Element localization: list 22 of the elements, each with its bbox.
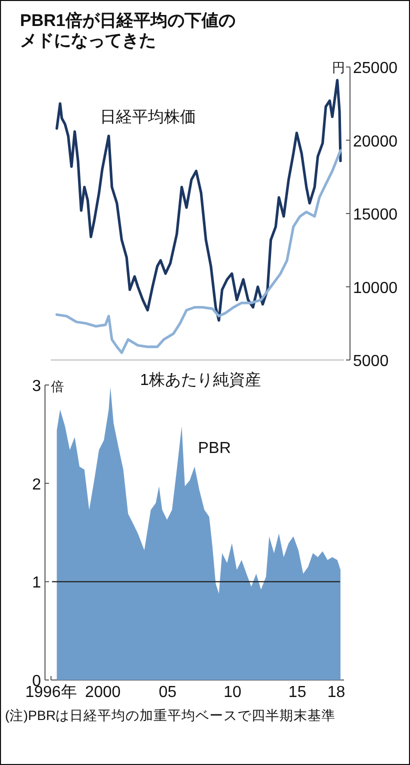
y-tick-label: 5000	[353, 353, 389, 370]
y-tick-label: 20000	[353, 133, 398, 150]
y-tick-label: 25000	[353, 60, 398, 77]
chart-title: PBR1倍が日経平均の下値のメドになってきた	[20, 11, 236, 50]
y-tick-label: 15000	[353, 206, 398, 224]
line-series	[56, 149, 342, 354]
y-tick-label: 10000	[353, 280, 398, 297]
series-label: 1株あたり純資産	[140, 371, 261, 389]
y-axis-title: 倍	[51, 379, 64, 394]
x-tick-label: 18	[327, 684, 346, 701]
text: (注)PBRは日経平均の加重平均ベースで四半期末基準	[5, 708, 336, 723]
line-series	[56, 78, 342, 322]
x-tick-label: 2000	[85, 684, 121, 701]
series-label: 日経平均株価	[100, 108, 196, 126]
y-tick-label: 1	[32, 574, 42, 592]
y-tick-label: 2	[32, 476, 42, 494]
y-axis-title: 円	[332, 60, 345, 75]
x-tick-label: 15	[288, 684, 306, 701]
series-label: PBR	[198, 440, 231, 457]
y-tick-label: 3	[32, 378, 42, 395]
x-tick-label: 10	[224, 684, 242, 701]
x-tick-label: 05	[158, 684, 177, 701]
